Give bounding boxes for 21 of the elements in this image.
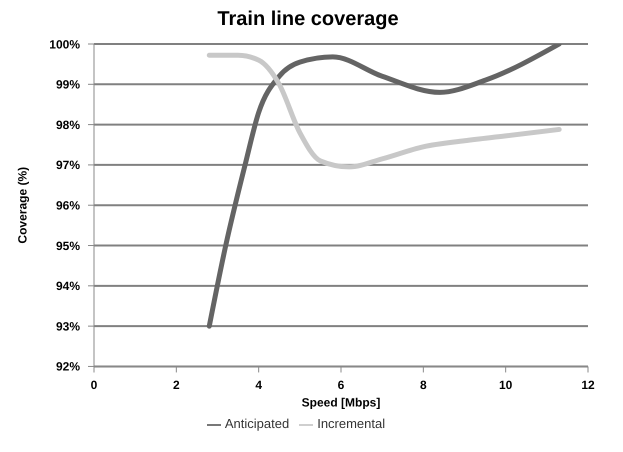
y-tick-label: 100% xyxy=(49,37,80,52)
y-tick-label: 94% xyxy=(56,279,80,294)
y-axis-title: Coverage (%) xyxy=(15,166,30,244)
x-tick-label: 8 xyxy=(420,378,427,392)
x-tick-label: 0 xyxy=(90,378,98,392)
y-tick-label: 92% xyxy=(56,360,80,374)
x-tick-label: 2 xyxy=(172,378,180,392)
y-tick-label: 99% xyxy=(56,78,80,92)
x-tick-label: 6 xyxy=(338,378,345,392)
y-tick-label: 93% xyxy=(56,319,80,334)
legend-label: Anticipated xyxy=(224,416,290,432)
legend-label: Incremental xyxy=(317,416,386,432)
x-tick-label: 4 xyxy=(255,378,262,392)
y-tick-label: 96% xyxy=(56,198,80,212)
y-tick-label: 97% xyxy=(56,158,80,172)
x-axis-title: Speed [Mbps] xyxy=(302,395,380,410)
chart-title: Train line coverage xyxy=(216,8,400,31)
y-tick-label: 98% xyxy=(56,118,80,132)
y-tick-label: 95% xyxy=(56,238,80,253)
x-tick-label: 12 xyxy=(581,378,595,392)
x-tick-label: 10 xyxy=(498,378,513,392)
